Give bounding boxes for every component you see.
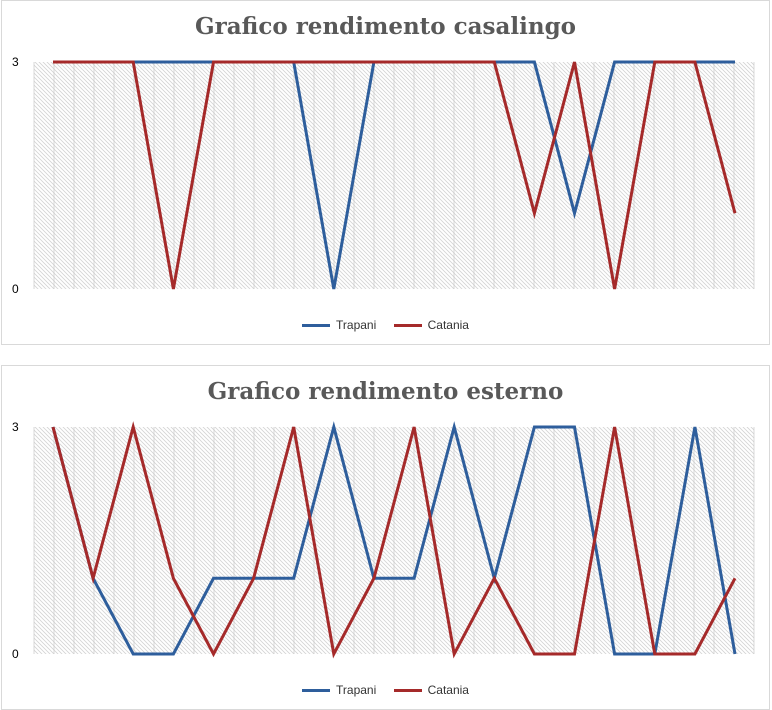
series-line-catania [51,421,737,659]
series-line-trapani [51,421,737,656]
legend-label-trapani: Trapani [336,683,377,697]
chart-title: Grafico rendimento esterno [207,378,564,405]
home-chart-plot: 30 [12,55,755,296]
legend-item-trapani: Trapani [302,318,376,332]
chart-legend: Trapani Catania [2,681,769,697]
legend-label-catania: Catania [427,318,469,332]
y-tick-label: 0 [12,282,19,296]
chart-title: Grafico rendimento casalingo [194,13,577,40]
away-chart-plot: 30 [12,420,755,661]
legend-swatch-catania [393,323,422,327]
legend-item-trapani: Trapani [302,683,376,697]
legend-swatch-trapani [302,688,331,692]
legend-swatch-catania [393,688,422,692]
legend-label-catania: Catania [427,683,469,697]
legend-item-catania: Catania [393,318,469,332]
legend-label-trapani: Trapani [336,318,377,332]
y-tick-label: 0 [12,647,19,661]
legend-item-catania: Catania [393,683,469,697]
y-tick-label: 3 [12,55,19,69]
legend-swatch-trapani [302,323,331,327]
series-line-catania [53,60,737,290]
y-tick-label: 3 [12,420,19,434]
chart-legend: Trapani Catania [2,316,769,332]
